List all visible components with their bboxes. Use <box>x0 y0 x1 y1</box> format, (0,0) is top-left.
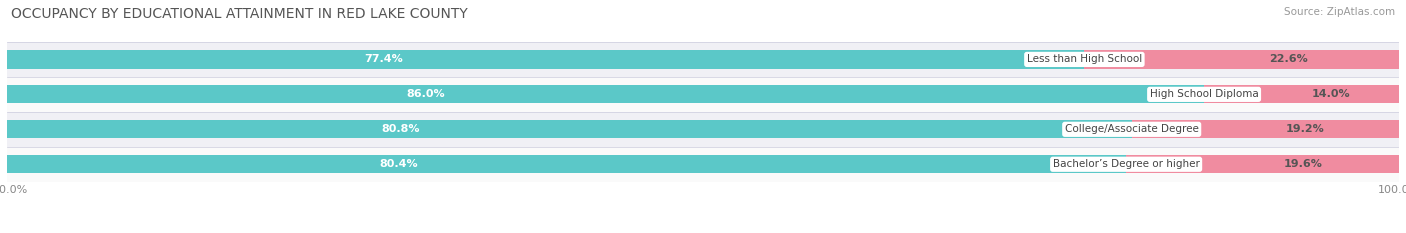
Bar <box>1204 85 1399 103</box>
Bar <box>7 112 1399 147</box>
Text: Bachelor’s Degree or higher: Bachelor’s Degree or higher <box>1053 159 1199 169</box>
Bar <box>7 85 1204 103</box>
Bar <box>7 77 1399 112</box>
Bar <box>1132 120 1399 138</box>
Text: 86.0%: 86.0% <box>406 89 446 99</box>
Bar <box>7 52 1399 67</box>
Text: Source: ZipAtlas.com: Source: ZipAtlas.com <box>1284 7 1395 17</box>
Bar <box>1126 155 1399 173</box>
Text: OCCUPANCY BY EDUCATIONAL ATTAINMENT IN RED LAKE COUNTY: OCCUPANCY BY EDUCATIONAL ATTAINMENT IN R… <box>11 7 468 21</box>
Text: 14.0%: 14.0% <box>1312 89 1350 99</box>
Text: Less than High School: Less than High School <box>1026 55 1142 64</box>
Bar <box>7 122 1399 137</box>
Text: High School Diploma: High School Diploma <box>1150 89 1258 99</box>
Bar <box>1084 50 1399 69</box>
Text: 80.8%: 80.8% <box>381 124 420 134</box>
Text: College/Associate Degree: College/Associate Degree <box>1064 124 1199 134</box>
Text: 77.4%: 77.4% <box>364 55 404 64</box>
Text: 22.6%: 22.6% <box>1270 55 1308 64</box>
Bar <box>7 147 1399 182</box>
Text: 19.2%: 19.2% <box>1286 124 1324 134</box>
Bar <box>7 42 1399 77</box>
Text: 80.4%: 80.4% <box>380 159 418 169</box>
Bar <box>7 87 1399 102</box>
Bar <box>7 120 1132 138</box>
Text: 19.6%: 19.6% <box>1284 159 1323 169</box>
Bar <box>7 50 1084 69</box>
Bar <box>7 155 1126 173</box>
Bar <box>7 157 1399 172</box>
